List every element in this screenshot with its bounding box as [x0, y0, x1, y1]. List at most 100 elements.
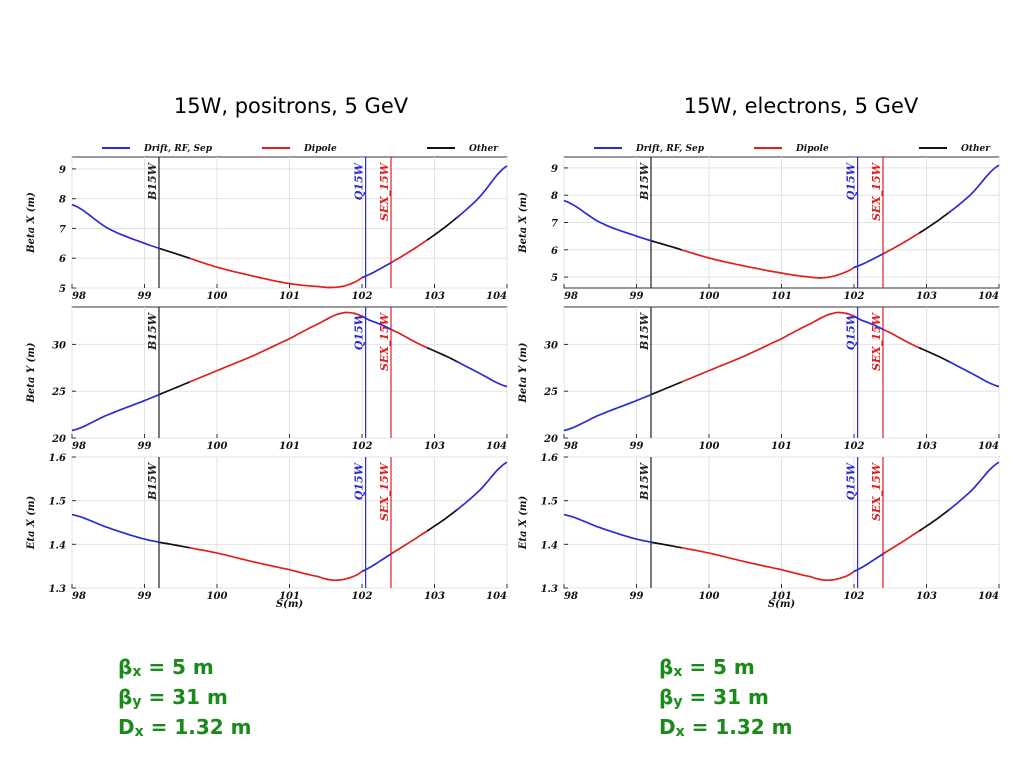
marker-label: SEX_15W: [870, 161, 884, 221]
y-tick-label: 30: [544, 340, 558, 351]
marker-label: B15W: [638, 311, 651, 351]
marker-label: B15W: [146, 461, 159, 501]
curve-segment: [189, 546, 330, 581]
x-tick-label: 99: [630, 441, 644, 452]
y-tick-label: 25: [51, 387, 66, 398]
x-tick-label: 99: [630, 591, 644, 602]
curve-segment: [325, 275, 365, 289]
curve-segment: [361, 315, 394, 332]
legend-label: Drift, RF, Sep: [635, 144, 705, 154]
subplot-beta-y-m: 20 25 30 98 99 100 101 102 103 104 Beta Y (m) B15W Q…: [518, 306, 1000, 452]
marker-label: B15W: [638, 161, 651, 201]
x-tick-label: 104: [978, 591, 999, 602]
marker-label: B15W: [146, 161, 159, 201]
marker-label: SEX_15W: [870, 311, 884, 371]
y-tick-label: 7: [551, 219, 558, 230]
x-tick-label: 99: [138, 291, 152, 302]
curve-segment: [455, 461, 508, 512]
x-tick-label: 102: [844, 291, 865, 302]
y-tick-label: 20: [51, 434, 66, 445]
curve-segment: [426, 215, 460, 241]
x-tick-label: 100: [207, 591, 228, 602]
x-tick-label: 102: [352, 441, 373, 452]
x-tick-label: 103: [916, 591, 937, 602]
marker-label: Q15W: [353, 161, 366, 200]
marker-label: Q15W: [845, 461, 858, 500]
curve-segment: [189, 317, 330, 383]
curve-segment: [947, 461, 1000, 512]
curve-segment: [71, 203, 163, 251]
curve-segment: [651, 240, 683, 251]
subplot-eta-x-m: 1.3 1.4 1.5 1.6 98 99 100 101 102 103 104 Eta X (m)…: [518, 453, 1000, 602]
x-tick-label: 104: [978, 441, 999, 452]
curve-segment: [882, 328, 923, 350]
curve-segment: [563, 392, 655, 432]
subplot-beta-x-m: 5 6 7 8 9 98 99 100 101 102 103 104 Beta X (m) B15W Q1…: [26, 156, 508, 302]
right-chart-title: 15W, electrons, 5 GeV: [683, 94, 919, 118]
x-tick-label: 98: [564, 441, 578, 452]
legend-label: Dipole: [303, 144, 337, 154]
x-tick-label: 100: [699, 441, 720, 452]
marker-label: SEX_15W: [378, 311, 392, 371]
y-tick-label: 30: [52, 340, 66, 351]
y-tick-label: 6: [59, 254, 66, 265]
x-tick-label: 98: [564, 291, 578, 302]
marker-label: SEX_15W: [870, 461, 884, 521]
subplot-eta-x-m: 1.3 1.4 1.5 1.6 98 99 100 101 102 103 104 Eta X (m)…: [26, 453, 508, 602]
curve-segment: [390, 528, 431, 555]
marker-label: Q15W: [845, 161, 858, 200]
curve-segment: [651, 541, 682, 549]
x-tick-label: 103: [916, 441, 937, 452]
curve-segment: [189, 257, 330, 289]
curve-segment: [71, 392, 163, 432]
curve-segment: [681, 317, 822, 383]
x-tick-label: 101: [771, 591, 792, 602]
y-tick-label: 8: [59, 195, 66, 206]
marker-label: B15W: [146, 311, 159, 351]
curve-segment: [882, 230, 923, 255]
x-tick-label: 101: [771, 291, 792, 302]
curve-segment: [681, 546, 822, 581]
y-axis-label: Eta X (m): [26, 495, 37, 550]
x-tick-label: 100: [207, 441, 228, 452]
x-tick-label: 102: [352, 591, 373, 602]
x-tick-label: 100: [699, 291, 720, 302]
y-tick-label: 1.5: [541, 497, 558, 508]
legend-label: Drift, RF, Sep: [143, 144, 213, 154]
x-tick-label: 104: [486, 591, 507, 602]
marker-label: Q15W: [353, 461, 366, 500]
curve-segment: [681, 249, 822, 279]
x-tick-label: 101: [279, 291, 300, 302]
subplot-beta-y-m: 20 25 30 98 99 100 101 102 103 104 Beta Y (m) B15W Q…: [26, 306, 508, 452]
left-chart-title: 15W, positrons, 5 GeV: [173, 94, 409, 118]
y-tick-label: 8: [551, 191, 558, 202]
curve-segment: [947, 360, 1000, 388]
y-tick-label: 1.3: [49, 584, 66, 595]
y-tick-label: 9: [59, 165, 66, 176]
curve-segment: [325, 569, 365, 582]
x-tick-label: 99: [630, 291, 644, 302]
x-tick-label: 101: [771, 441, 792, 452]
y-tick-label: 20: [543, 434, 558, 445]
curve-segment: [853, 551, 886, 573]
curve-segment: [563, 513, 655, 544]
left-parameters: βx = 5 m βy = 31 m Dx = 1.32 m: [118, 654, 251, 744]
y-tick-label: 1.6: [49, 453, 66, 464]
curve-segment: [159, 541, 190, 549]
x-tick-label: 101: [279, 441, 300, 452]
x-tick-label: 104: [486, 441, 507, 452]
x-axis-label: S(m): [768, 599, 796, 610]
curve-segment: [426, 507, 460, 532]
param-beta-y: βy = 31 m: [659, 685, 769, 710]
x-tick-label: 100: [207, 291, 228, 302]
y-axis-label: Eta X (m): [518, 495, 529, 550]
curve-segment: [361, 551, 394, 573]
left-lattice-figure: Drift, RF, Sep Dipole Other 5 6 7 8 9 98 99 100 101…: [26, 144, 508, 610]
x-tick-label: 98: [72, 291, 86, 302]
param-beta-x: βx = 5 m: [659, 655, 755, 680]
y-tick-label: 6: [551, 246, 558, 257]
curve-segment: [390, 328, 431, 350]
y-tick-label: 1.4: [541, 540, 558, 551]
param-dispersion-x: Dx = 1.32 m: [659, 715, 793, 740]
y-tick-label: 1.3: [541, 584, 558, 595]
